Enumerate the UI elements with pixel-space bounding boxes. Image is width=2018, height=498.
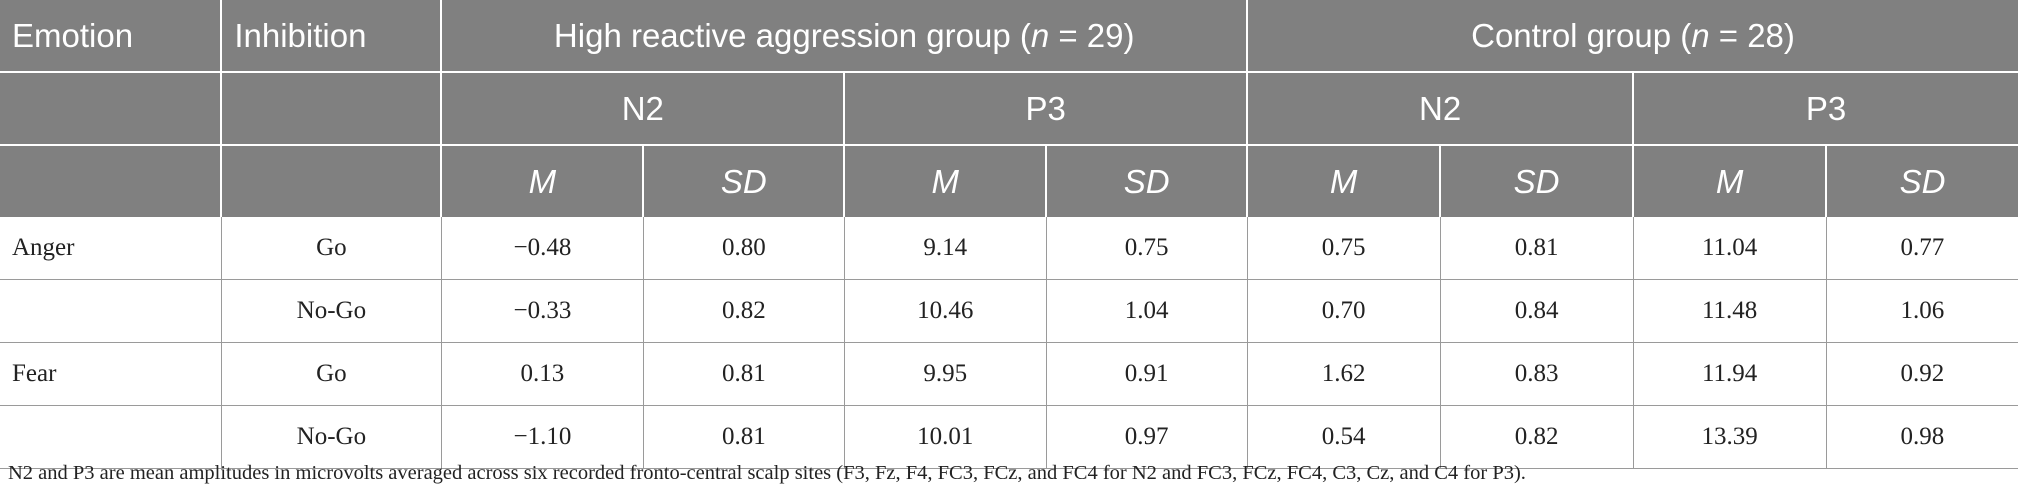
- header-stat: SD: [1440, 145, 1635, 217]
- header-empty: [221, 145, 443, 217]
- header-empty: [221, 72, 443, 146]
- header-component: N2: [441, 72, 846, 146]
- header-group-high-reactive-aggression: High reactive aggression group (n = 29): [441, 0, 1249, 73]
- cell-value: 0.98: [1826, 405, 2018, 469]
- cell-inhibition: No-Go: [221, 405, 442, 469]
- cell-value: 10.46: [844, 279, 1047, 343]
- header-stat: M: [441, 145, 645, 217]
- cell-inhibition: Go: [221, 342, 442, 406]
- cell-value: 9.95: [844, 342, 1047, 406]
- cell-value: 0.77: [1826, 217, 2018, 280]
- cell-value: 0.75: [1247, 217, 1441, 280]
- cell-value: 0.70: [1247, 279, 1441, 343]
- header-group-control: Control group (n = 28): [1247, 0, 2018, 73]
- table-row: Fear Go 0.13 0.81 9.95 0.91 1.62 0.83 11…: [0, 342, 2018, 406]
- cell-value: 0.92: [1826, 342, 2018, 406]
- cell-value: 1.04: [1046, 279, 1248, 343]
- cell-value: 1.62: [1247, 342, 1441, 406]
- header-row-stats: M SD M SD M SD M SD: [0, 145, 2018, 217]
- cell-value: 0.13: [441, 342, 644, 406]
- cell-emotion: [0, 405, 222, 469]
- cell-inhibition: Go: [221, 217, 442, 280]
- cell-emotion: [0, 279, 222, 343]
- header-stat: SD: [643, 145, 846, 217]
- cell-value: 0.82: [1440, 405, 1634, 469]
- header-component: N2: [1247, 72, 1635, 146]
- cell-value: 0.81: [1440, 217, 1634, 280]
- cell-value: 10.01: [844, 405, 1047, 469]
- cell-value: 11.48: [1633, 279, 1827, 343]
- header-inhibition: Inhibition: [221, 0, 443, 73]
- header-component: P3: [844, 72, 1249, 146]
- cell-emotion: Anger: [0, 217, 222, 280]
- table-row: Anger Go −0.48 0.80 9.14 0.75 0.75 0.81 …: [0, 217, 2018, 280]
- cell-value: 1.06: [1826, 279, 2018, 343]
- header-component: P3: [1633, 72, 2018, 146]
- cell-value: 0.91: [1046, 342, 1248, 406]
- header-stat: M: [1633, 145, 1828, 217]
- header-emotion: Emotion: [0, 0, 223, 73]
- cell-value: 0.54: [1247, 405, 1441, 469]
- cell-emotion: Fear: [0, 342, 222, 406]
- cell-value: 0.75: [1046, 217, 1248, 280]
- header-stat: SD: [1826, 145, 2018, 217]
- cell-value: 0.82: [643, 279, 845, 343]
- cell-value: 11.04: [1633, 217, 1827, 280]
- cell-inhibition: No-Go: [221, 279, 442, 343]
- header-row-components: N2 P3 N2 P3: [0, 72, 2018, 146]
- header-empty: [0, 72, 223, 146]
- cell-value: 0.84: [1440, 279, 1634, 343]
- table-row: No-Go −0.33 0.82 10.46 1.04 0.70 0.84 11…: [0, 279, 2018, 343]
- header-stat: M: [844, 145, 1048, 217]
- table-footnote: N2 and P3 are mean amplitudes in microvo…: [8, 462, 1526, 484]
- table-row: No-Go −1.10 0.81 10.01 0.97 0.54 0.82 13…: [0, 405, 2018, 469]
- cell-value: 0.81: [643, 405, 845, 469]
- cell-value: −1.10: [441, 405, 644, 469]
- cell-value: −0.33: [441, 279, 644, 343]
- header-stat: SD: [1046, 145, 1249, 217]
- header-empty: [0, 145, 223, 217]
- cell-value: 0.80: [643, 217, 845, 280]
- cell-value: 9.14: [844, 217, 1047, 280]
- cell-value: 13.39: [1633, 405, 1827, 469]
- header-stat: M: [1247, 145, 1442, 217]
- results-table: Emotion Inhibition High reactive aggress…: [0, 0, 2018, 469]
- cell-value: 0.81: [643, 342, 845, 406]
- cell-value: 0.97: [1046, 405, 1248, 469]
- cell-value: 0.83: [1440, 342, 1634, 406]
- cell-value: 11.94: [1633, 342, 1827, 406]
- cell-value: −0.48: [441, 217, 644, 280]
- header-row-groups: Emotion Inhibition High reactive aggress…: [0, 0, 2018, 73]
